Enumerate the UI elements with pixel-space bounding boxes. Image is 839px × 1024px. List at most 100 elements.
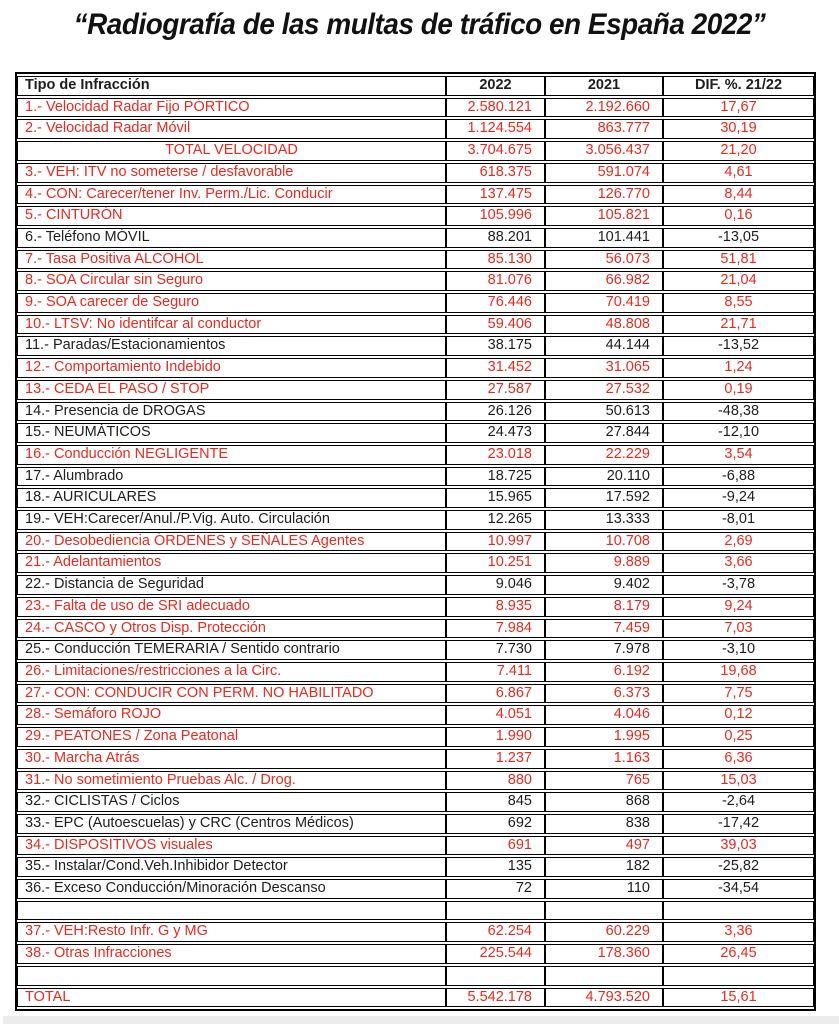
value-2022: 880 [446, 770, 545, 791]
value-2021: 1.995 [545, 727, 663, 747]
value-2022: 9.046 [446, 575, 545, 595]
col-header-dif-percent: DIF. %. 21/22 [663, 76, 814, 96]
value-2021: 48.808 [545, 314, 663, 335]
infraction-label: 25.- Conducción TEMERARIA / Sentido cont… [17, 640, 446, 660]
value-2022: 59.406 [446, 314, 545, 335]
table-row: 27.- CON: CONDUCIR CON PERM. NO HABILITA… [17, 683, 814, 704]
value-dif-percent: 0,19 [663, 379, 814, 400]
value-dif-percent: 19,68 [663, 661, 814, 682]
value-dif-percent: 17,67 [663, 97, 814, 118]
table-row: 17.- Alumbrado 18.725 20.110 -6,88 [17, 466, 814, 487]
value-2021: 182 [545, 857, 663, 878]
table-row: 22.- Distancia de Seguridad 9.046 9.402 -3,… [17, 575, 814, 595]
infraction-label: 17.- Alumbrado [17, 466, 446, 487]
infraction-label: 36.- Exceso Conducción/Minoración Descan… [17, 879, 446, 899]
table-row: 25.- Conducción TEMERARIA / Sentido cont… [17, 640, 814, 660]
value-dif-percent: -6,88 [663, 466, 814, 487]
infraction-label: 23.- Falta de uso de SRI adecuado [17, 596, 446, 617]
value-2021: 9.402 [545, 575, 663, 595]
value-2022: 81.076 [446, 271, 545, 292]
value-2021: 56.073 [545, 249, 663, 270]
value-2022: 23.018 [446, 444, 545, 465]
empty-cell [446, 965, 545, 986]
value-dif-percent: 15,61 [663, 987, 814, 1008]
value-2022: 7.984 [446, 618, 545, 639]
value-2021: 17.592 [545, 488, 663, 509]
value-2022: 4.051 [446, 705, 545, 726]
table-row: 38.- Otras Infracciones 225.544 178.360 26,… [17, 944, 814, 964]
value-dif-percent: -25,82 [663, 857, 814, 878]
value-2022: 8.935 [446, 596, 545, 617]
value-2021: 101.441 [545, 227, 663, 248]
value-dif-percent: 51,81 [663, 249, 814, 270]
value-2021: 126.770 [545, 184, 663, 205]
infraction-label: 32.- CICLISTAS / Ciclos [17, 792, 446, 812]
table-row: 11.- Paradas/Estacionamientos 38.175 44.14… [17, 336, 814, 357]
bottom-edge-strip [3, 1016, 839, 1024]
infraction-label: 6.- Teléfono MÓVIL [17, 227, 446, 248]
infraction-label: 26.- Limitaciones/restricciones a la Cir… [17, 661, 446, 682]
table-row: 37.- VEH:Resto Infr. G y MG 62.254 60.229 3… [17, 922, 814, 943]
table-row: 35.- Instalar/Cond.Veh.Inhibidor Detecto… [17, 857, 814, 878]
value-2021: 7.459 [545, 618, 663, 639]
table-row: 5.- CINTURÓN 105.996 105.821 0,16 [17, 206, 814, 226]
value-dif-percent: 15,03 [663, 770, 814, 791]
value-2021: 765 [545, 770, 663, 791]
empty-cell [446, 900, 545, 921]
page-title: “Radiografía de las multas de tráfico en… [73, 8, 766, 41]
empty-cell [545, 965, 663, 986]
table-row: 34.- DISPOSITIVOS visuales 691 497 39,03 [17, 835, 814, 856]
value-2022: 62.254 [446, 922, 545, 943]
value-2022: 691 [446, 835, 545, 856]
value-2021: 9.889 [545, 553, 663, 574]
value-2022: 135 [446, 857, 545, 878]
value-2022: 7.730 [446, 640, 545, 660]
value-dif-percent: -9,24 [663, 488, 814, 509]
value-2021: 6.373 [545, 683, 663, 704]
value-2021: 4.793.520 [545, 987, 663, 1008]
infraction-label: 34.- DISPOSITIVOS visuales [17, 835, 446, 856]
value-dif-percent: 21,04 [663, 271, 814, 292]
value-2022: 76.446 [446, 293, 545, 313]
value-2021: 838 [545, 813, 663, 834]
table-row: 32.- CICLISTAS / Ciclos 845 868 -2,64 [17, 792, 814, 812]
value-2021: 6.192 [545, 661, 663, 682]
value-dif-percent: -3,10 [663, 640, 814, 660]
infraction-label: 4.- CON: Carecer/tener Inv. Perm./Lic. C… [17, 184, 446, 205]
infraction-label: 38.- Otras Infracciones [17, 944, 446, 964]
table-row: 18.- AURICULARES 15.965 17.592 -9,24 [17, 488, 814, 509]
table-row: 12.- Comportamiento Indebido 31.452 31.065… [17, 358, 814, 378]
value-dif-percent: 2,69 [663, 531, 814, 552]
infraction-label: 29.- PEATONES / Zona Peatonal [17, 727, 446, 747]
spacer-row [17, 900, 814, 921]
infraction-label: 18.- AURICULARES [17, 488, 446, 509]
value-2021: 27.844 [545, 423, 663, 443]
infraction-label: 16.- Conducción NEGLIGENTE [17, 444, 446, 465]
infraction-label: 33.- EPC (Autoescuelas) y CRC (Centros M… [17, 813, 446, 834]
value-dif-percent: 3,66 [663, 553, 814, 574]
value-dif-percent: 7,03 [663, 618, 814, 639]
value-2021: 13.333 [545, 510, 663, 530]
value-2022: 1.990 [446, 727, 545, 747]
value-2021: 110 [545, 879, 663, 899]
value-2021: 31.065 [545, 358, 663, 378]
spacer-row [17, 965, 814, 986]
table-row: 9.- SOA carecer de Seguro 76.446 70.419 8,5… [17, 293, 814, 313]
table-row: 4.- CON: Carecer/tener Inv. Perm./Lic. C… [17, 184, 814, 205]
value-2022: 845 [446, 792, 545, 812]
table-row: 19.- VEH:Carecer/Anul./P.Vig. Auto. Circ… [17, 510, 814, 530]
infraction-label: 1.- Velocidad Radar Fijo PÓRTICO [17, 97, 446, 118]
value-dif-percent: -13,05 [663, 227, 814, 248]
table-row: 36.- Exceso Conducción/Minoración Descan… [17, 879, 814, 899]
value-dif-percent: 3,36 [663, 922, 814, 943]
infraction-label: 13.- CEDA EL PASO / STOP [17, 379, 446, 400]
value-2022: 137.475 [446, 184, 545, 205]
value-dif-percent: 26,45 [663, 944, 814, 964]
value-2022: 15.965 [446, 488, 545, 509]
table-row: 13.- CEDA EL PASO / STOP 27.587 27.532 0,19 [17, 379, 814, 400]
table-row: 8.- SOA Circular sin Seguro 81.076 66.982 2… [17, 271, 814, 292]
value-2022: 10.997 [446, 531, 545, 552]
table-row: 2.- Velocidad Radar Móvil 1.124.554 863.77… [17, 119, 814, 140]
infraction-label: 12.- Comportamiento Indebido [17, 358, 446, 378]
value-2022: 31.452 [446, 358, 545, 378]
